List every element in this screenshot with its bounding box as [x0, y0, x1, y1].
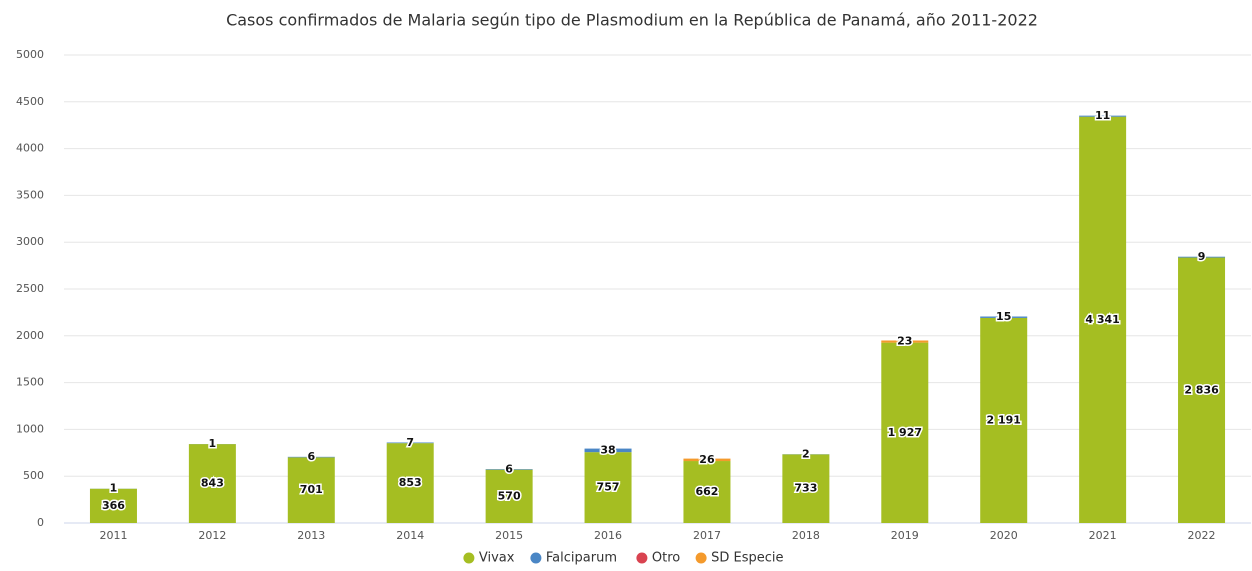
data-label: 853	[399, 476, 422, 489]
y-tick-label: 2500	[16, 282, 44, 295]
legend-label: Otro	[652, 551, 680, 566]
x-tick-label: 2017	[693, 529, 721, 542]
y-tick-label: 2000	[16, 329, 44, 342]
x-tick-label: 2015	[495, 529, 523, 542]
legend-label: Falciparum	[546, 551, 617, 566]
x-tick-label: 2021	[1089, 529, 1117, 542]
data-label: 366	[102, 499, 125, 512]
y-tick-label: 4000	[16, 142, 44, 155]
x-tick-label: 2020	[990, 529, 1018, 542]
data-label: 6	[505, 462, 513, 475]
data-label: 2	[802, 447, 810, 460]
data-label: 1	[110, 482, 118, 495]
data-label: 9	[1198, 250, 1206, 263]
data-label: 701	[300, 483, 323, 496]
legend-marker	[530, 553, 541, 564]
data-label: 4 341	[1085, 313, 1119, 326]
data-label: 38	[600, 443, 615, 456]
data-label: 1 927	[888, 426, 922, 439]
legend-marker	[636, 553, 647, 564]
data-label: 757	[597, 481, 620, 494]
x-tick-label: 2013	[297, 529, 325, 542]
data-label: 26	[699, 453, 715, 466]
data-label: 733	[794, 482, 817, 495]
data-label: 7	[406, 436, 414, 449]
x-tick-label: 2019	[891, 529, 919, 542]
y-tick-label: 0	[37, 516, 44, 529]
x-tick-label: 2018	[792, 529, 820, 542]
y-tick-label: 4500	[16, 95, 44, 108]
x-tick-label: 2022	[1188, 529, 1216, 542]
x-tick-label: 2011	[99, 529, 127, 542]
y-tick-label: 1500	[16, 376, 44, 389]
data-label: 2 836	[1184, 383, 1219, 396]
y-tick-label: 5000	[16, 48, 44, 61]
data-label: 11	[1095, 109, 1110, 122]
legend-marker	[463, 553, 474, 564]
data-label: 570	[498, 489, 521, 502]
legend-marker	[696, 553, 707, 564]
y-tick-label: 500	[23, 469, 44, 482]
legend-label: SD Especie	[711, 551, 783, 566]
legend-label: Vivax	[479, 551, 515, 566]
data-label: 843	[201, 477, 224, 490]
y-tick-label: 1000	[16, 422, 44, 435]
x-tick-label: 2014	[396, 529, 424, 542]
data-label: 23	[897, 335, 912, 348]
data-label: 2 191	[986, 413, 1020, 426]
data-label: 6	[307, 450, 315, 463]
x-tick-label: 2012	[198, 529, 226, 542]
data-label: 15	[996, 310, 1011, 323]
x-tick-label: 2016	[594, 529, 622, 542]
data-label: 1	[209, 437, 217, 450]
chart-title: Casos confirmados de Malaria según tipo …	[226, 11, 1038, 30]
y-tick-label: 3500	[16, 188, 44, 201]
y-tick-label: 3000	[16, 235, 44, 248]
data-label: 662	[695, 485, 718, 498]
